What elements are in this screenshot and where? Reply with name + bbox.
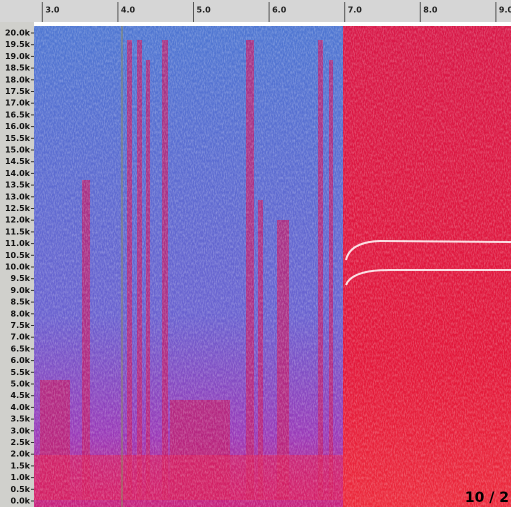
frequency-tick-label: 19.5k — [5, 40, 31, 49]
time-tick-label: 5.0 — [197, 6, 212, 15]
frequency-tick-label: 3.0k — [11, 426, 31, 435]
frequency-tick-label: 13.5k — [5, 181, 31, 190]
page: 3.0 4.0 5.0 6.0 7.0 8.0 9.0 20.0k 19.5k 19.0k 18.5… — [0, 0, 511, 507]
frequency-tick-label: 17.0k — [5, 99, 31, 108]
frequency-tick-label: 15.5k — [5, 134, 31, 143]
time-tick-label: 3.0 — [45, 6, 60, 15]
time-tick-label: 7.0 — [348, 6, 363, 15]
frequency-tick-label: 2.5k — [11, 438, 31, 447]
frequency-tick-label: 12.0k — [5, 216, 31, 225]
frequency-tick-label: 0.0k — [11, 497, 31, 506]
spectrogram-view: 3.0 4.0 5.0 6.0 7.0 8.0 9.0 20.0k 19.5k 19.0k 18.5… — [0, 0, 511, 507]
frequency-tick-label: 11.5k — [5, 227, 31, 236]
frequency-tick-label: 5.0k — [11, 380, 31, 389]
frequency-tick-label: 7.5k — [11, 321, 31, 330]
frequency-tick-label: 3.5k — [11, 415, 31, 424]
time-tick-label: 8.0 — [423, 6, 438, 15]
frequency-tick-label: 8.0k — [11, 309, 31, 318]
frequency-tick-label: 2.0k — [11, 450, 31, 459]
frequency-tick-label: 14.0k — [5, 169, 31, 178]
track-counter: 10 / 2 — [465, 490, 509, 506]
noise-texture — [34, 26, 511, 507]
frequency-tick-label: 5.5k — [11, 368, 31, 377]
time-tick-label: 6.0 — [272, 6, 287, 15]
frequency-tick-label: 9.0k — [11, 286, 31, 295]
frequency-tick-label: 6.5k — [11, 344, 31, 353]
frequency-tick-label: 7.0k — [11, 333, 31, 342]
frequency-tick-label: 10.5k — [5, 251, 31, 260]
frequency-tick-label: 1.5k — [11, 461, 31, 470]
spectrogram — [34, 26, 511, 507]
frequency-tick-label: 1.0k — [11, 473, 31, 482]
frequency-tick-label: 12.5k — [5, 204, 31, 213]
frequency-tick-label: 11.0k — [5, 239, 31, 248]
frequency-tick-label: 13.0k — [5, 192, 31, 201]
frequency-tick-label: 18.0k — [5, 75, 31, 84]
frequency-tick-label: 0.5k — [11, 485, 31, 494]
frequency-tick-label: 20.0k — [5, 29, 31, 38]
frequency-tick-label: 4.5k — [11, 391, 31, 400]
frequency-tick-label: 16.5k — [5, 110, 31, 119]
time-tick-label: 9.0 — [499, 6, 511, 15]
frequency-tick-label: 16.0k — [5, 122, 31, 131]
frequency-tick-label: 18.5k — [5, 64, 31, 73]
frequency-tick-label: 8.5k — [11, 298, 31, 307]
frequency-tick-label: 19.0k — [5, 52, 31, 61]
frequency-tick-label: 9.5k — [11, 274, 31, 283]
time-tick-label: 4.0 — [121, 6, 136, 15]
frequency-tick-label: 17.5k — [5, 87, 31, 96]
frequency-tick-label: 10.0k — [5, 263, 31, 272]
frequency-tick-label: 4.0k — [11, 403, 31, 412]
frequency-tick-label: 14.5k — [5, 157, 31, 166]
frequency-tick-label: 6.0k — [11, 356, 31, 365]
frequency-tick-label: 15.0k — [5, 146, 31, 155]
